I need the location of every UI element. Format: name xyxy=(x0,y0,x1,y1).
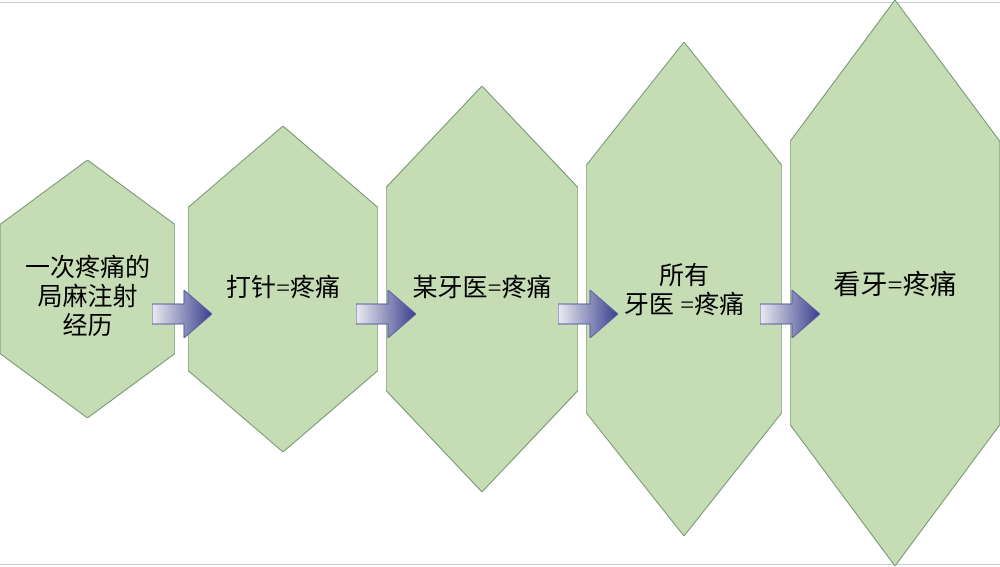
diagram-canvas: { "canvas": { "width": 1000, "height": 5… xyxy=(0,0,1000,567)
content-border xyxy=(0,2,1000,565)
